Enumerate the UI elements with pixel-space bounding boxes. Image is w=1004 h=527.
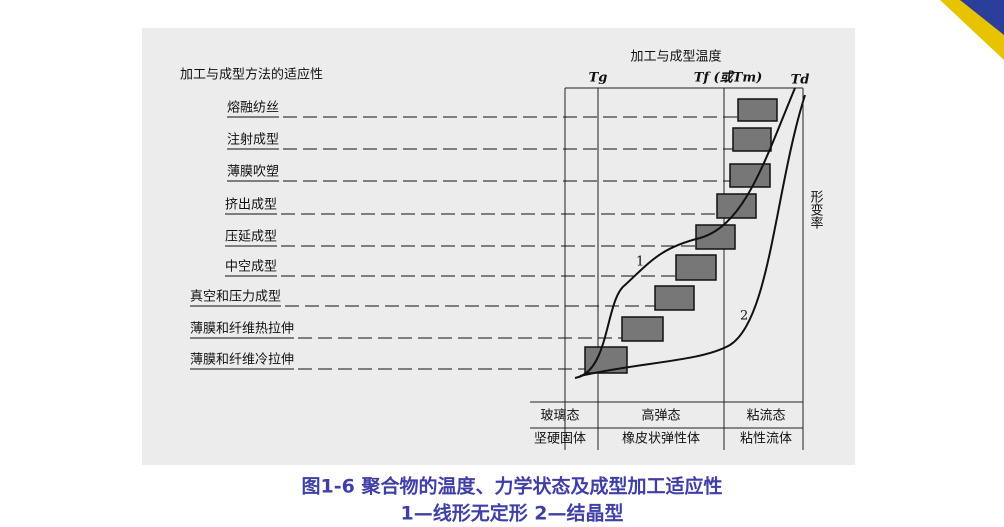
top-title: 加工与成型温度 <box>630 49 721 65</box>
boxes <box>584 98 778 374</box>
temp-label: Tg <box>589 71 608 86</box>
curve-label: 2 <box>740 309 748 324</box>
temp-label: Td <box>791 73 810 88</box>
methods: 熔融纺丝注射成型薄膜吹塑挤出成型压延成型中空成型真空和压力成型薄膜和纤维热拉伸薄… <box>190 101 738 370</box>
state-name: 玻璃态 <box>540 409 579 424</box>
caption: 1—线形无定形 2—结晶型 <box>400 502 623 525</box>
caption: 图1-6 聚合物的温度、力学状态及成型加工适应性 <box>302 475 723 498</box>
state-desc: 粘性流体 <box>740 432 792 447</box>
curve-1 <box>574 87 796 379</box>
method-label: 熔融纺丝 <box>227 101 279 116</box>
curve-label: 1 <box>636 255 644 270</box>
state-desc: 橡皮状弹性体 <box>622 432 700 447</box>
method-label: 挤出成型 <box>225 198 277 213</box>
curve-2 <box>579 94 806 377</box>
state-name: 粘流态 <box>746 409 785 424</box>
state-desc: 坚硬固体 <box>534 432 586 447</box>
method-label: 薄膜和纤维冷拉伸 <box>190 353 294 368</box>
method-label: 薄膜和纤维热拉伸 <box>190 322 294 337</box>
method-label: 压延成型 <box>225 230 277 245</box>
frame <box>530 87 804 450</box>
temp-label: Tf (或Tm) <box>694 70 763 86</box>
method-label: 注射成型 <box>227 132 279 148</box>
corner-decor <box>960 0 1004 35</box>
method-label: 中空成型 <box>225 260 277 275</box>
method-label: 真空和压力成型 <box>190 290 281 305</box>
method-label: 薄膜吹塑 <box>227 165 279 180</box>
state-name: 高弹态 <box>641 408 680 424</box>
right-axis-label: 形变率 <box>808 190 824 229</box>
left-title: 加工与成型方法的适应性 <box>180 67 323 83</box>
